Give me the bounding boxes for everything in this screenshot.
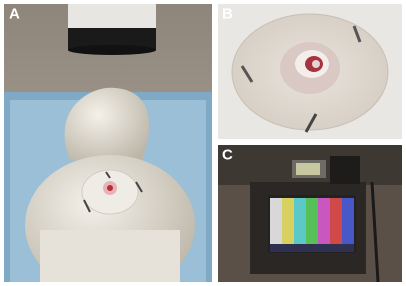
photo-c <box>218 145 402 282</box>
photo-a <box>4 4 212 282</box>
panel-label: B <box>222 5 233 22</box>
photo-b <box>218 4 402 139</box>
panel-label: C <box>222 146 233 163</box>
panel-label: A <box>9 5 20 22</box>
color-bars <box>270 198 354 252</box>
